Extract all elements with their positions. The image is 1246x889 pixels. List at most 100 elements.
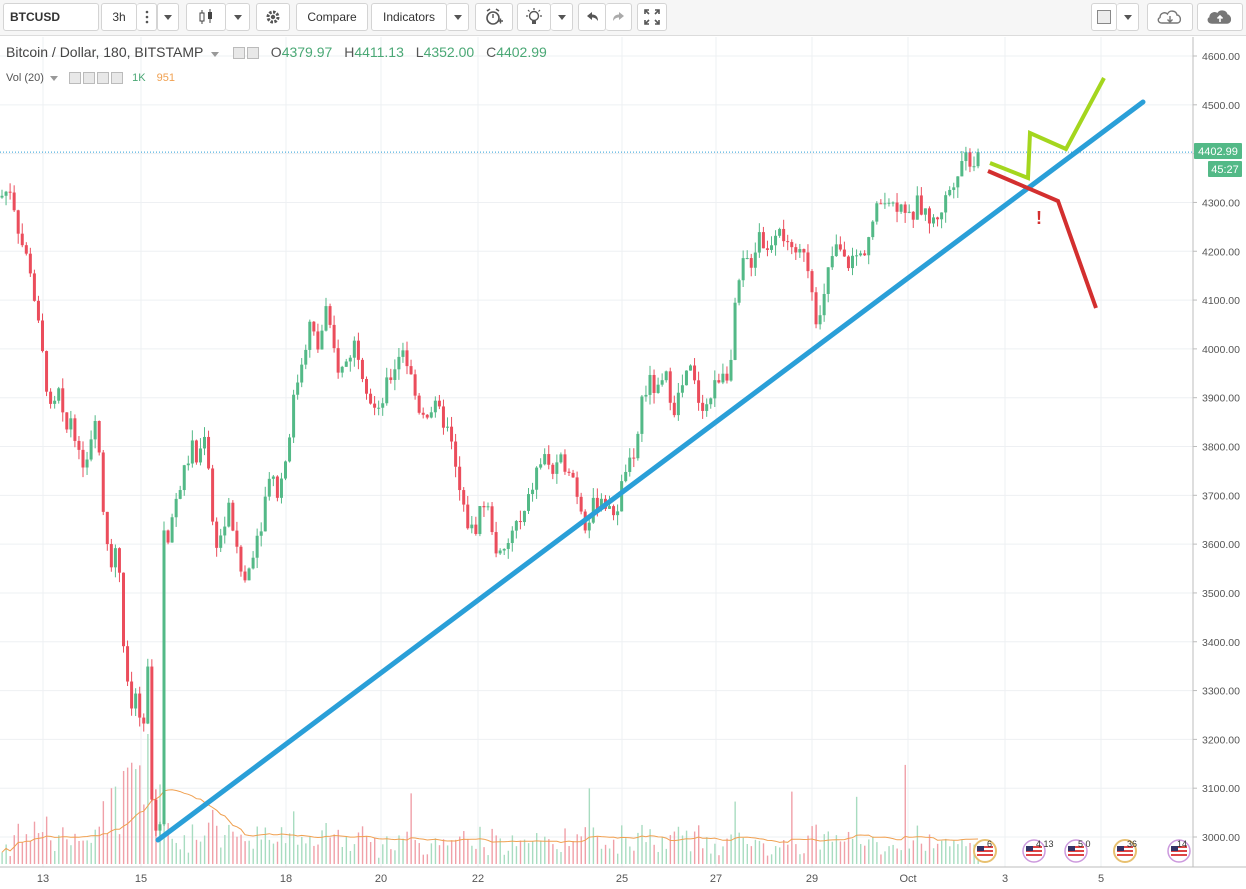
bullish-scenario-path[interactable]: [989, 77, 1106, 181]
time-tick-label: 25: [616, 873, 628, 885]
volume-bar: [685, 830, 688, 864]
volume-bar: [58, 835, 60, 864]
series-title[interactable]: Bitcoin / Dollar, 180, BITSTAMP: [6, 44, 204, 60]
layout-button[interactable]: [1091, 3, 1117, 31]
volume-title[interactable]: Vol (20): [6, 72, 44, 84]
us-flag-icon[interactable]: 5 0: [1064, 839, 1091, 863]
candle-body: [150, 666, 154, 800]
volume-bar: [969, 842, 971, 864]
bearish-scenario-path[interactable]: [987, 169, 1098, 309]
price-tick-label: 4000.00: [1202, 344, 1240, 356]
candle-body: [782, 228, 786, 242]
candle-body: [251, 557, 255, 569]
volume-bar: [82, 840, 84, 864]
volume-bar: [665, 848, 667, 864]
us-flag-icon[interactable]: 6: [973, 839, 997, 863]
indicators-dropdown[interactable]: [447, 3, 469, 31]
volume-bar: [191, 824, 194, 864]
chart-style-button[interactable]: [186, 3, 226, 31]
volume-bar: [183, 835, 186, 864]
us-flag-icon[interactable]: 36: [1113, 839, 1137, 863]
volume-bar: [507, 850, 510, 864]
candle-body: [859, 253, 863, 256]
volume-bar: [341, 847, 343, 864]
volume-bars: [1, 734, 979, 864]
chevron-down-icon[interactable]: [49, 76, 58, 81]
load-layout-button[interactable]: [1147, 3, 1193, 31]
fullscreen-button[interactable]: [637, 3, 667, 31]
ideas-dropdown[interactable]: [551, 3, 573, 31]
volume-bar: [272, 843, 275, 864]
candle-body: [57, 388, 61, 401]
indicators-button[interactable]: Indicators: [371, 3, 447, 31]
volume-bar: [957, 844, 959, 864]
candle-body: [77, 440, 81, 450]
compare-button[interactable]: Compare: [296, 3, 368, 31]
candle-body: [656, 384, 660, 393]
time-axis[interactable]: 13 15 18 20 22 25 27 29 Oct 3 5: [37, 873, 1104, 885]
candle-body: [356, 340, 360, 360]
interval-button[interactable]: 3h: [101, 3, 137, 31]
candle-body: [81, 449, 85, 468]
candle-body: [466, 504, 470, 529]
symbol-search-input[interactable]: BTCUSD: [3, 3, 99, 31]
candle-body: [668, 371, 672, 403]
volume-bar: [649, 829, 651, 864]
support-trendline[interactable]: [155, 99, 1146, 843]
volume-bar: [722, 846, 724, 864]
alert-button[interactable]: [475, 3, 513, 31]
gear-icon[interactable]: [83, 72, 96, 85]
us-flag-icon[interactable]: 14: [1167, 839, 1191, 863]
volume-bar: [544, 836, 546, 864]
volume-bar: [45, 816, 48, 864]
chevron-down-icon[interactable]: [211, 52, 220, 57]
chart-style-dropdown[interactable]: [226, 3, 250, 31]
volume-bar: [908, 848, 910, 864]
volume-bar: [900, 850, 902, 864]
us-flag-icon[interactable]: 4 13: [1022, 839, 1054, 863]
volume-bar: [66, 839, 68, 864]
eye-icon[interactable]: [69, 72, 82, 85]
volume-bar: [240, 834, 242, 864]
candle-body: [709, 398, 713, 405]
volume-bar: [74, 833, 76, 864]
undo-button[interactable]: [578, 3, 606, 31]
interval-dropdown[interactable]: [157, 3, 179, 31]
ideas-button[interactable]: [517, 3, 551, 31]
interval-menu-icon[interactable]: [137, 3, 157, 31]
volume-bar: [54, 850, 56, 864]
volume-bar: [365, 836, 368, 864]
volume-bar: [884, 851, 886, 864]
layout-dropdown[interactable]: [1117, 3, 1139, 31]
volume-bar: [175, 842, 177, 864]
volume-bar: [276, 841, 279, 864]
volume-bar: [382, 844, 384, 864]
volume-bar: [839, 841, 842, 864]
candle-body: [693, 365, 697, 381]
candle-body: [575, 477, 579, 497]
volume-bar: [410, 793, 412, 864]
volume-bar: [499, 838, 501, 864]
close-icon[interactable]: [111, 72, 124, 85]
candle-body: [320, 330, 324, 350]
volume-bar: [252, 848, 254, 864]
gear-icon[interactable]: [246, 47, 259, 60]
volume-bar: [726, 838, 728, 864]
volume-bar: [568, 846, 570, 864]
volume-bar: [783, 840, 785, 864]
add-icon[interactable]: [97, 72, 110, 85]
settings-button[interactable]: [256, 3, 290, 31]
volume-bar: [855, 796, 858, 864]
eye-icon[interactable]: [232, 47, 245, 60]
price-chart[interactable]: ! 6 4 13 5 0 36 14 3000.00 3100.00 3200.00…: [0, 37, 1246, 889]
save-layout-button[interactable]: [1197, 3, 1243, 31]
volume-bar: [851, 838, 854, 864]
candle-body: [182, 465, 186, 491]
volume-bar: [313, 845, 315, 864]
volume-bar: [580, 836, 582, 864]
redo-button[interactable]: [606, 3, 632, 31]
volume-bar: [827, 831, 829, 864]
candle-body: [587, 522, 591, 531]
volume-bar: [293, 811, 295, 864]
candle-body: [932, 217, 935, 224]
